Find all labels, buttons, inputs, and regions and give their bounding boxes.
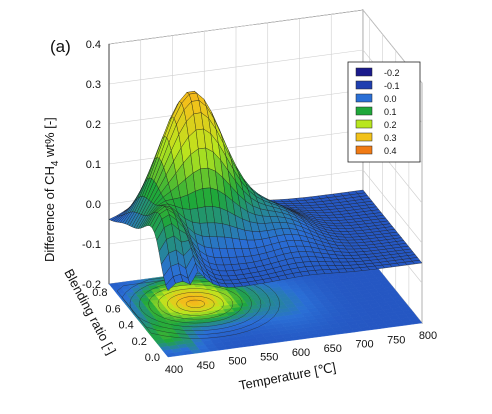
x-tick-label: 800 <box>419 330 437 342</box>
legend-swatch <box>355 119 373 129</box>
legend-label: 0.3 <box>384 133 397 143</box>
z-axis-label-rest: wt% [-] <box>42 117 57 160</box>
y-tick-label: 0.6 <box>105 303 120 315</box>
z-tick-label: 0.3 <box>86 79 101 91</box>
z-tick-label: -0.1 <box>82 239 101 251</box>
z-tick-label: 0.4 <box>86 39 101 51</box>
y-tick-label: 0.0 <box>145 352 160 364</box>
legend: -0.2 -0.1 0.0 0.1 0.2 0.3 0.4 <box>347 61 421 163</box>
legend-swatch <box>355 106 373 116</box>
legend-label: 0.0 <box>384 94 397 104</box>
z-axis-label-main: Difference of CH <box>42 166 57 262</box>
x-tick-label: 650 <box>324 343 342 355</box>
legend-label: 0.1 <box>384 107 397 117</box>
x-tick-label: 750 <box>387 334 405 346</box>
x-tick-label: 550 <box>260 351 278 363</box>
y-tick-label: 0.2 <box>132 336 147 348</box>
legend-swatch <box>355 93 373 103</box>
legend-swatch <box>355 132 373 142</box>
svg-text:Difference of CH4 wt% [-]: Difference of CH4 wt% [-] <box>42 117 61 262</box>
y-tick-label: 0.4 <box>118 320 133 332</box>
x-tick-label: 500 <box>228 356 246 368</box>
tick-labels: -0.2 -0.1 0.0 0.1 0.2 0.3 0.4 400 450 500 550 600 65… <box>82 39 437 376</box>
x-tick-label: 400 <box>165 364 183 376</box>
legend-label: -0.2 <box>384 68 400 78</box>
legend-swatch <box>355 80 373 90</box>
x-tick-label: 700 <box>355 339 373 351</box>
z-tick-label: 0.0 <box>86 199 101 211</box>
z-tick-label: 0.2 <box>86 119 101 131</box>
y-tick-label: 0.8 <box>92 287 107 299</box>
x-tick-label: 450 <box>197 360 215 372</box>
legend-swatch <box>355 67 373 77</box>
legend-label: -0.1 <box>384 81 400 91</box>
surface-plot <box>108 90 423 291</box>
z-tick-label: 0.1 <box>86 159 101 171</box>
legend-label: 0.2 <box>384 120 397 130</box>
z-axis-label-sub: 4 <box>50 160 61 166</box>
z-axis-label: Difference of CH4 wt% [-] <box>42 117 61 262</box>
panel-label: (a) <box>50 37 71 56</box>
x-tick-label: 600 <box>292 347 310 359</box>
x-axis-label: Temperature [℃] <box>238 359 337 393</box>
legend-label: 0.4 <box>384 146 397 156</box>
legend-swatch <box>355 145 373 155</box>
z-tick-label: -0.2 <box>82 279 101 291</box>
